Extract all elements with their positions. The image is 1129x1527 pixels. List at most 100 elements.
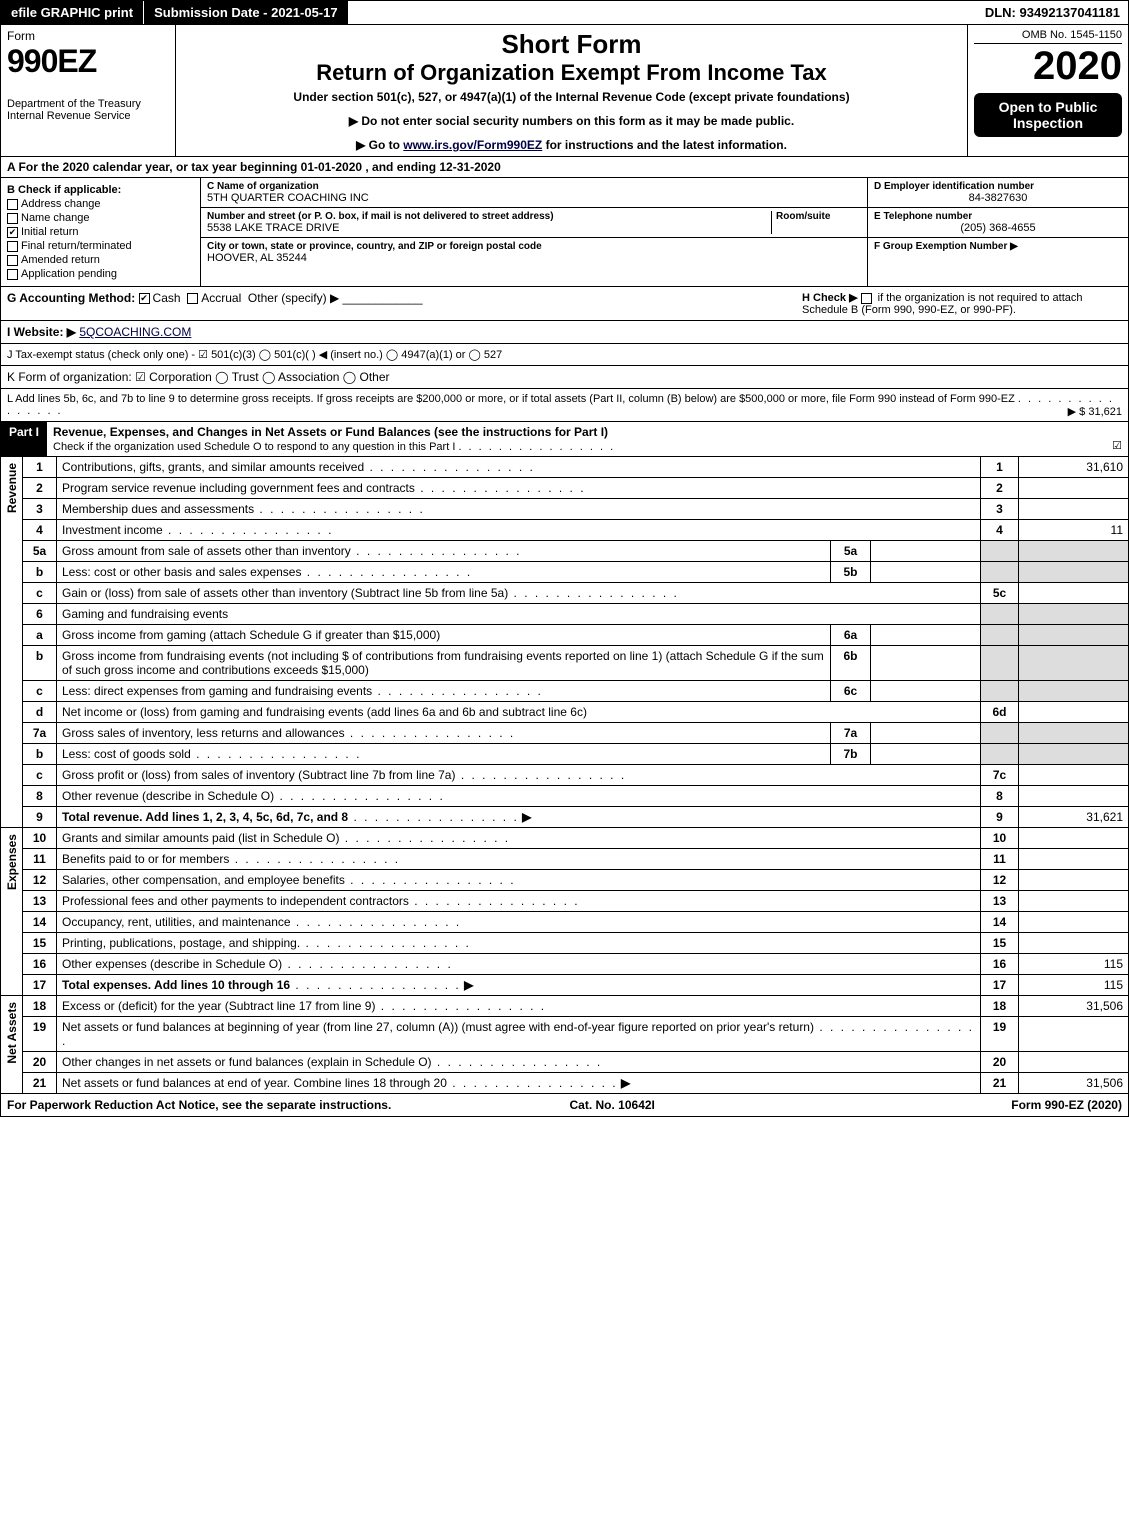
line-11-value <box>1019 849 1129 870</box>
line-10-desc: Grants and similar amounts paid (list in… <box>62 831 339 845</box>
line-1-desc: Contributions, gifts, grants, and simila… <box>62 460 364 474</box>
line-20-num: 20 <box>23 1052 57 1073</box>
line-9-col: 9 <box>981 807 1019 828</box>
dept-label: Department of the Treasury <box>7 98 169 110</box>
accounting-method-row: G Accounting Method: ✔Cash Accrual Other… <box>0 287 1129 321</box>
address-change-label: Address change <box>21 198 101 210</box>
page-footer: For Paperwork Reduction Act Notice, see … <box>0 1094 1129 1117</box>
gross-receipts-text: L Add lines 5b, 6c, and 7b to line 9 to … <box>7 393 1015 405</box>
line-5a-inner-value <box>871 541 981 562</box>
other-method-label: Other (specify) ▶ <box>248 291 339 305</box>
line-7c-col: 7c <box>981 765 1019 786</box>
line-17-arrow-icon: ▶ <box>464 978 473 992</box>
final-return-label: Final return/terminated <box>21 240 132 252</box>
cash-checkbox[interactable]: ✔ <box>139 293 150 304</box>
line-10-value <box>1019 828 1129 849</box>
line-15-col: 15 <box>981 933 1019 954</box>
amended-return-checkbox[interactable] <box>7 255 18 266</box>
line-11-num: 11 <box>23 849 57 870</box>
line-17-num: 17 <box>23 975 57 996</box>
line-2-num: 2 <box>23 478 57 499</box>
omb-number: OMB No. 1545-1150 <box>974 29 1122 44</box>
form-id-block: Form 990EZ Department of the Treasury In… <box>1 25 176 156</box>
line-21-num: 21 <box>23 1073 57 1094</box>
instructions-link[interactable]: www.irs.gov/Form990EZ <box>403 138 542 152</box>
open-public-badge: Open to Public Inspection <box>974 93 1122 137</box>
line-20-value <box>1019 1052 1129 1073</box>
tax-period-line: A For the 2020 calendar year, or tax yea… <box>0 157 1129 178</box>
form-header: Form 990EZ Department of the Treasury In… <box>0 25 1129 157</box>
tax-exempt-status-row: J Tax-exempt status (check only one) - ☑… <box>0 344 1129 366</box>
revenue-table: 1 Contributions, gifts, grants, and simil… <box>22 457 1129 828</box>
line-2-value <box>1019 478 1129 499</box>
line-9-desc: Total revenue. Add lines 1, 2, 3, 4, 5c,… <box>62 810 348 824</box>
initial-return-checkbox[interactable]: ✔ <box>7 227 18 238</box>
year-block: OMB No. 1545-1150 2020 Open to Public In… <box>968 25 1128 156</box>
revenue-side-label: Revenue <box>5 457 19 519</box>
line-13-num: 13 <box>23 891 57 912</box>
line-17-desc: Total expenses. Add lines 10 through 16 <box>62 978 290 992</box>
line-1-col: 1 <box>981 457 1019 478</box>
part-1-subtitle: Check if the organization used Schedule … <box>53 441 455 453</box>
paperwork-notice: For Paperwork Reduction Act Notice, see … <box>7 1098 391 1112</box>
ein-phone-column: D Employer identification number 84-3827… <box>868 178 1128 286</box>
net-assets-side-label: Net Assets <box>5 996 19 1070</box>
line-21-col: 21 <box>981 1073 1019 1094</box>
line-8-col: 8 <box>981 786 1019 807</box>
line-13-desc: Professional fees and other payments to … <box>62 894 409 908</box>
name-address-column: C Name of organization 5TH QUARTER COACH… <box>201 178 868 286</box>
line-6-desc: Gaming and fundraising events <box>57 604 981 625</box>
address-change-checkbox[interactable] <box>7 199 18 210</box>
line-5b-inner-value <box>871 562 981 583</box>
line-6d-desc: Net income or (loss) from gaming and fun… <box>62 705 587 719</box>
room-suite-label: Room/suite <box>776 211 861 222</box>
line-21-value: 31,506 <box>1019 1073 1129 1094</box>
accrual-checkbox[interactable] <box>187 293 198 304</box>
entity-block: B Check if applicable: Address change Na… <box>0 178 1129 287</box>
line-12-value <box>1019 870 1129 891</box>
net-assets-table: 18 Excess or (deficit) for the year (Subt… <box>22 996 1129 1094</box>
city-state-zip: HOOVER, AL 35244 <box>207 252 861 264</box>
line-9-arrow-icon: ▶ <box>522 810 531 824</box>
line-2-col: 2 <box>981 478 1019 499</box>
line-18-num: 18 <box>23 996 57 1017</box>
line-6c-desc: Less: direct expenses from gaming and fu… <box>62 684 372 698</box>
goto-link-line: ▶ Go to www.irs.gov/Form990EZ for instru… <box>182 138 961 152</box>
line-21-arrow-icon: ▶ <box>621 1076 630 1090</box>
line-7b-inner-value <box>871 744 981 765</box>
ssn-warning: ▶ Do not enter social security numbers o… <box>182 114 961 128</box>
line-5b-inner: 5b <box>831 562 871 583</box>
line-1-value: 31,610 <box>1019 457 1129 478</box>
line-7a-inner-value <box>871 723 981 744</box>
org-name-label: C Name of organization <box>207 181 861 192</box>
line-14-value <box>1019 912 1129 933</box>
website-link[interactable]: 5QCOACHING.COM <box>79 325 191 339</box>
amended-return-label: Amended return <box>21 254 100 266</box>
application-pending-checkbox[interactable] <box>7 269 18 280</box>
website-row: I Website: ▶ 5QCOACHING.COM <box>0 321 1129 344</box>
line-5b-num: b <box>23 562 57 583</box>
section-b-label: B Check if applicable: <box>7 184 194 196</box>
line-15-num: 15 <box>23 933 57 954</box>
line-6a-desc: Gross income from gaming (attach Schedul… <box>62 628 440 642</box>
goto-suffix: for instructions and the latest informat… <box>546 138 787 152</box>
line-11-desc: Benefits paid to or for members <box>62 852 229 866</box>
line-6d-value <box>1019 702 1129 723</box>
line-12-num: 12 <box>23 870 57 891</box>
line-9-value: 31,621 <box>1019 807 1129 828</box>
line-21-desc: Net assets or fund balances at end of ye… <box>62 1076 447 1090</box>
line-8-value <box>1019 786 1129 807</box>
tax-year: 2020 <box>974 44 1122 89</box>
h-check-label: H Check ▶ <box>802 292 858 304</box>
line-20-col: 20 <box>981 1052 1019 1073</box>
line-15-desc: Printing, publications, postage, and shi… <box>62 936 300 950</box>
line-18-desc: Excess or (deficit) for the year (Subtra… <box>62 999 375 1013</box>
check-if-applicable: B Check if applicable: Address change Na… <box>1 178 201 286</box>
final-return-checkbox[interactable] <box>7 241 18 252</box>
efile-print-button[interactable]: efile GRAPHIC print <box>1 1 144 24</box>
line-7c-value <box>1019 765 1129 786</box>
line-16-desc: Other expenses (describe in Schedule O) <box>62 957 282 971</box>
ein-value: 84-3827630 <box>874 192 1122 204</box>
name-change-checkbox[interactable] <box>7 213 18 224</box>
schedule-b-checkbox[interactable] <box>861 293 872 304</box>
